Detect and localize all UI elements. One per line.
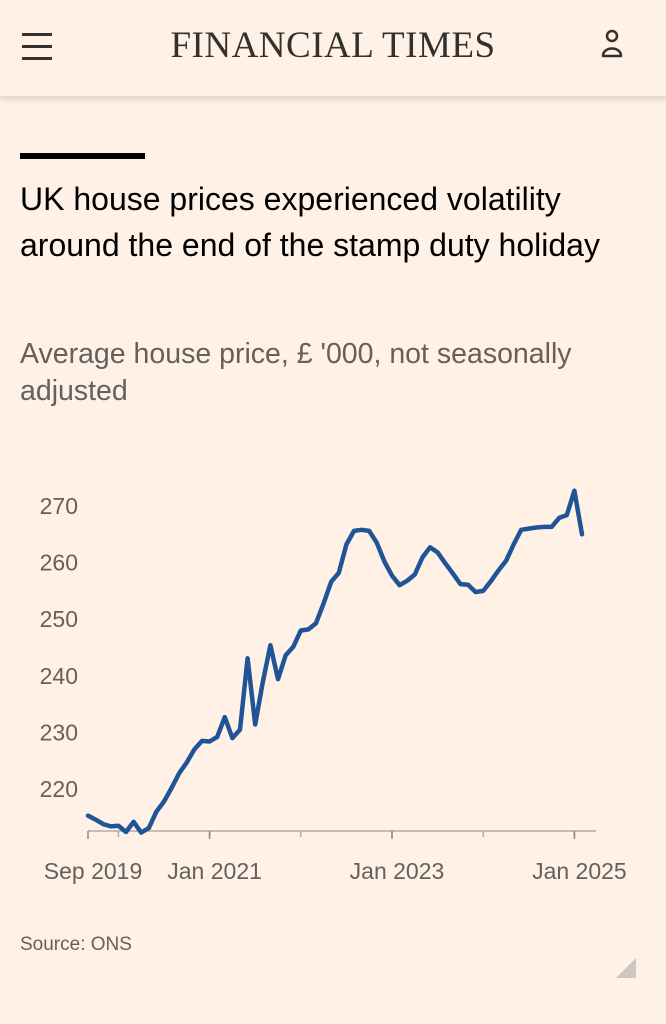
data-point [520, 528, 523, 531]
data-point [428, 546, 432, 549]
data-point [527, 527, 530, 530]
x-tick-label: Jan 2023 [350, 858, 445, 884]
x-tick-label: Jan 2021 [167, 858, 262, 884]
data-point [504, 559, 508, 563]
data-point [535, 526, 538, 529]
data-point [573, 489, 576, 492]
data-point [162, 800, 166, 803]
data-point [322, 602, 325, 605]
brand-logo[interactable]: FINANCIAL TIMES [170, 25, 496, 66]
data-point [314, 621, 318, 625]
y-tick-label: 230 [40, 719, 78, 745]
data-point [254, 723, 257, 726]
data-point [292, 645, 295, 649]
data-point [565, 513, 568, 517]
y-tick-label: 270 [40, 493, 78, 519]
data-point [155, 810, 158, 813]
y-tick-label: 260 [40, 550, 78, 576]
site-header: FINANCIAL TIMES [0, 0, 666, 97]
user-account-icon[interactable] [596, 26, 636, 66]
data-point [383, 560, 386, 563]
data-point [86, 814, 90, 817]
data-point [398, 584, 401, 587]
data-point [368, 529, 371, 533]
resize-handle-icon[interactable] [614, 956, 638, 980]
data-point [345, 543, 348, 546]
data-point [193, 748, 196, 751]
data-point [375, 541, 378, 544]
data-point [550, 525, 553, 529]
data-point [246, 657, 249, 660]
data-point [459, 582, 462, 586]
data-point [451, 572, 454, 575]
data-point [124, 830, 128, 834]
x-tick-label: Jan 2025 [532, 858, 627, 884]
data-point [269, 644, 272, 647]
data-point [337, 571, 340, 574]
house-price-series-line [85, 488, 585, 835]
data-point [558, 516, 561, 520]
data-point [178, 771, 181, 775]
data-point [284, 654, 287, 657]
data-point [231, 736, 234, 740]
data-point [299, 629, 302, 632]
x-tick-label: Sep 2019 [44, 858, 142, 884]
data-point [223, 715, 226, 719]
data-point [436, 551, 439, 554]
chart-headline: UK house prices experienced volatility a… [20, 181, 600, 263]
data-point [276, 677, 280, 681]
data-point [170, 786, 173, 790]
chart-subtitle: Average house price, £ '000, not seasona… [20, 338, 572, 407]
data-point [580, 533, 584, 536]
data-point [360, 528, 363, 531]
data-point [102, 822, 105, 826]
data-point [216, 735, 219, 739]
data-point [109, 825, 113, 828]
data-point [406, 579, 409, 582]
data-point [352, 529, 356, 533]
data-point [185, 761, 188, 764]
data-point [330, 580, 333, 584]
data-point [147, 826, 150, 830]
data-point [512, 543, 515, 546]
data-point [444, 561, 447, 565]
source-note: Source: ONS [20, 934, 132, 955]
data-point [466, 583, 470, 586]
hamburger-menu-icon[interactable] [14, 24, 58, 68]
data-point [94, 818, 97, 821]
data-point [542, 525, 546, 529]
data-point [489, 580, 492, 583]
data-point [132, 820, 135, 824]
data-point [390, 574, 394, 577]
y-tick-label: 220 [40, 776, 78, 802]
y-tick-label: 240 [40, 663, 78, 689]
data-point [421, 556, 424, 559]
data-point [200, 739, 204, 743]
data-point [307, 628, 310, 631]
headline-accent-bar [20, 153, 145, 159]
data-point [413, 573, 416, 576]
data-point [482, 589, 485, 593]
data-point [238, 728, 242, 731]
data-point [497, 569, 500, 572]
data-point [474, 590, 477, 594]
line-chart: 220 230 240 250 260 270 Sep 2019 Jan 2021 Jan 2… [40, 488, 627, 884]
data-point [261, 680, 264, 684]
data-point [208, 740, 211, 743]
data-point [117, 824, 120, 827]
y-tick-label: 250 [40, 606, 78, 632]
data-point [140, 831, 143, 834]
